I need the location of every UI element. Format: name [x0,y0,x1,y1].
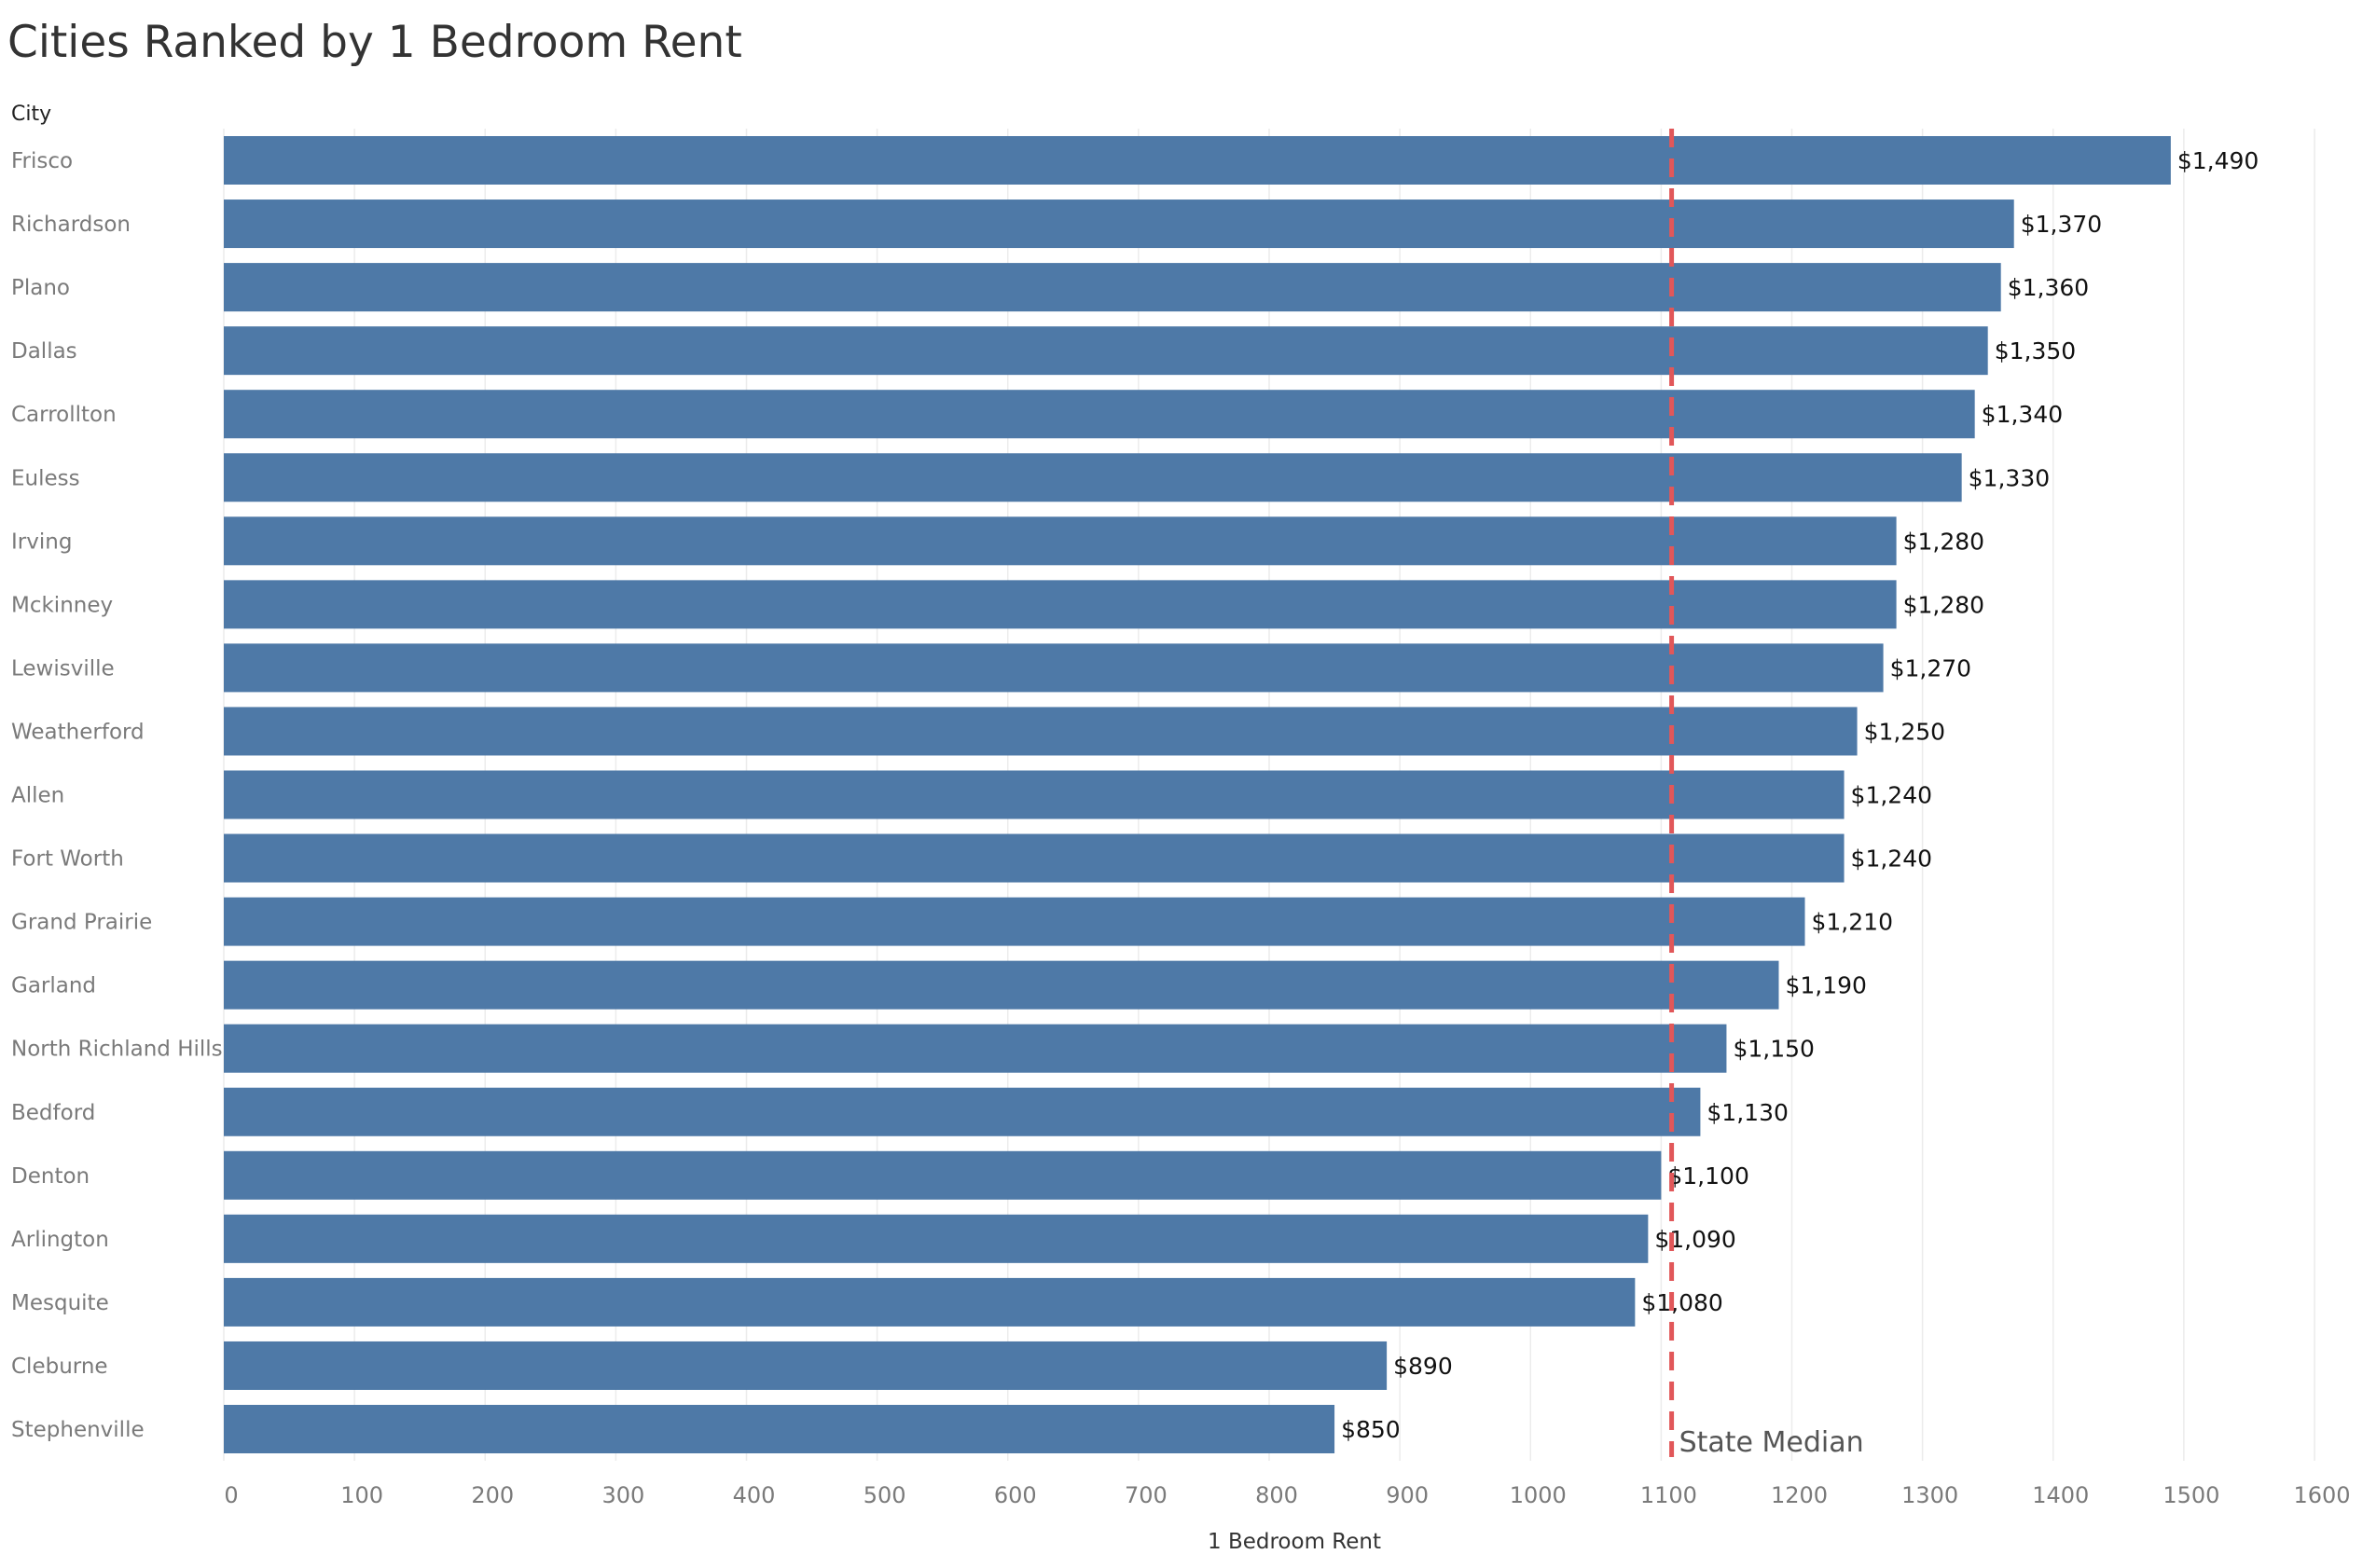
bar-value-label: $1,280 [1903,591,1984,618]
bar [224,1087,1701,1136]
bar [224,580,1897,629]
bar [224,833,1845,883]
city-label: Grand Prairie [11,911,152,935]
bar [224,1214,1649,1263]
bar [224,390,1975,439]
city-label: Frisco [11,149,73,173]
bar-value-label: $1,210 [1812,909,1893,936]
bar-value-label: $1,370 [2021,211,2102,238]
city-label: Denton [11,1164,90,1189]
bar [224,1341,1388,1390]
bar [224,1277,1636,1327]
city-label: North Richland Hills [11,1038,223,1062]
city-label: Carrollton [11,403,117,427]
bar-value-label: $1,090 [1654,1226,1735,1253]
bar [224,136,2171,185]
bar [224,1405,1335,1453]
bar [224,199,2014,249]
city-label: Mesquite [11,1291,109,1315]
x-tick-label: 200 [471,1482,514,1508]
city-label: Stephenville [11,1418,145,1442]
city-label: Euless [11,466,80,490]
x-tick-label: 1300 [1901,1482,1958,1508]
bar-value-label: $1,330 [1969,464,2050,491]
bar [224,770,1845,819]
bar-value-label: $1,360 [2008,274,2089,301]
chart-title: Cities Ranked by 1 Bedroom Rent [7,17,742,68]
city-label: Fort Worth [11,847,124,872]
x-tick-label: 800 [1255,1482,1298,1508]
city-label: Arlington [11,1228,109,1252]
y-axis-title: City [11,103,51,126]
city-label: Weatherford [11,720,145,744]
city-label: Dallas [11,339,77,364]
bar-value-label: $1,150 [1733,1036,1814,1063]
bar-value-label: $1,490 [2177,147,2259,174]
bar-value-label: $1,280 [1903,528,1984,555]
bar-value-label: $850 [1341,1416,1401,1443]
city-label: Plano [11,276,70,300]
bar [224,263,2001,312]
city-label: Cleburne [11,1355,108,1379]
bar-value-label: $1,250 [1864,718,1945,745]
bar [224,1024,1727,1073]
x-tick-label: 700 [1125,1482,1168,1508]
x-tick-label: 1200 [1771,1482,1828,1508]
city-label: Allen [11,784,64,808]
city-label: Lewisville [11,656,115,681]
bar [224,960,1779,1010]
x-tick-label: 500 [864,1482,906,1508]
city-label: Garland [11,974,96,998]
reference-line-group: State Median [1669,129,1864,1459]
x-axis: 0 100 200 300 400 500 600 700 800 900 1000 1100 1200… [224,1482,2350,1554]
bar-value-label: $1,340 [1982,401,2063,428]
x-tick-label: 1400 [2032,1482,2089,1508]
bar-value-label: $1,350 [1995,337,2076,364]
x-tick-label: 1000 [1510,1482,1567,1508]
bar-value-label: $1,100 [1667,1162,1748,1190]
bar-value-label: $1,240 [1851,782,1932,809]
bar-value-label: $1,190 [1785,972,1866,999]
value-labels: $1,490 $1,370 $1,360 $1,350 $1,340 $1,330 $1,2… [1341,147,2259,1443]
x-tick-label: 400 [733,1482,776,1508]
city-label: Mckinney [11,593,113,617]
bar-value-label: $1,270 [1890,654,1971,681]
bar [224,326,1988,376]
bar-value-label: $1,240 [1851,846,1932,873]
x-tick-label: 300 [601,1482,644,1508]
reference-line-label: State Median [1679,1426,1864,1459]
x-tick-label: 600 [994,1482,1037,1508]
bar-value-label: $1,080 [1641,1289,1722,1316]
bar [224,516,1897,566]
x-tick-label: 1100 [1640,1482,1697,1508]
bar [224,897,1805,946]
city-label: Bedford [11,1101,95,1125]
x-axis-title: 1 Bedroom Rent [1208,1530,1381,1554]
bar [224,643,1884,693]
x-tick-label: 900 [1386,1482,1429,1508]
x-tick-label: 0 [224,1482,238,1508]
x-tick-label: 1600 [2293,1482,2350,1508]
bar-value-label: $1,130 [1707,1099,1788,1126]
bar [224,453,1962,502]
city-label: Irving [11,530,72,554]
x-tick-label: 1500 [2163,1482,2219,1508]
x-tick-label: 100 [340,1482,383,1508]
bar [224,707,1858,756]
bar [224,1150,1662,1200]
city-labels: City Frisco Richardson Plano Dallas Carrollto… [11,103,223,1442]
city-label: Richardson [11,213,131,237]
bar-value-label: $890 [1393,1353,1453,1380]
